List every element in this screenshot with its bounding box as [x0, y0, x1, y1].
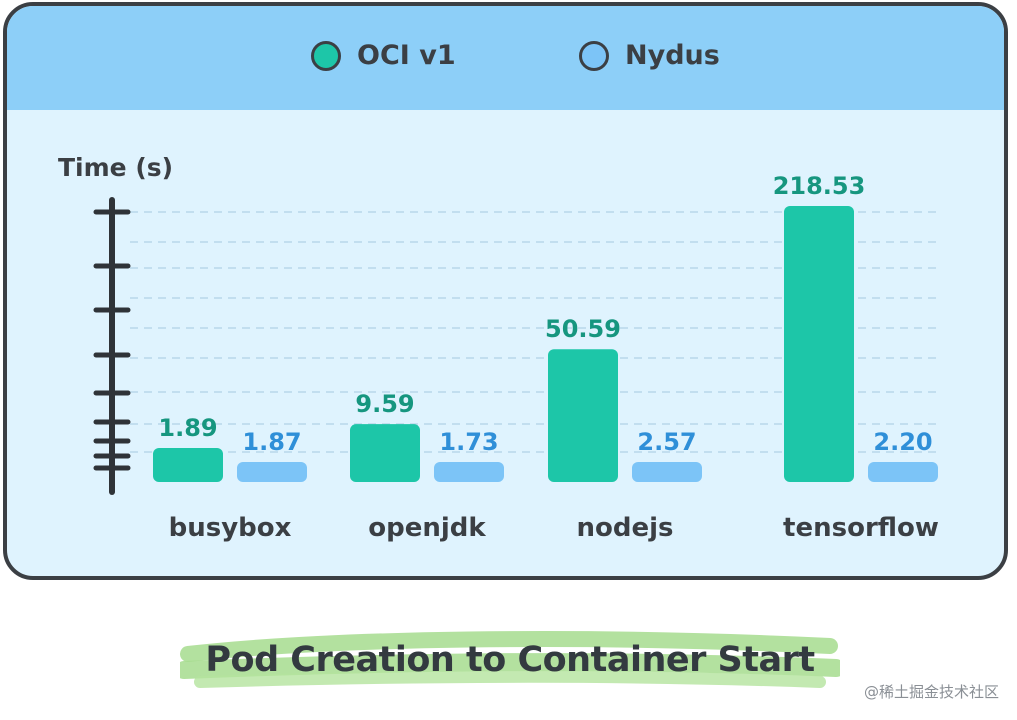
bar-nydus-openjdk: [434, 462, 504, 482]
watermark: @稀土掘金技术社区: [863, 683, 999, 701]
legend-swatch-oci: [311, 40, 341, 71]
legend-band: OCI v1 Nydus: [7, 6, 1004, 110]
x-tick-label-busybox: busybox: [169, 513, 292, 543]
bar-chart: Time (s) 1.89 1.87 busybox 9.59 1.73 openjdk 50…: [58, 153, 940, 543]
data-label: 2.20: [873, 428, 932, 456]
bar-oci-v1-nodejs: [548, 349, 618, 482]
data-label: 50.59: [545, 315, 621, 343]
bar-nydus-busybox: [237, 462, 307, 482]
data-label: 1.89: [158, 414, 217, 442]
x-tick-label-openjdk: openjdk: [368, 513, 486, 543]
chart-title: Pod Creation to Container Start: [205, 640, 815, 680]
legend-swatch-nydus: [579, 40, 609, 71]
title-highlight-scribble: [180, 631, 840, 688]
data-label: 1.87: [242, 428, 301, 456]
bar-nydus-tensorflow: [868, 462, 938, 482]
legend-label-nydus: Nydus: [625, 40, 720, 71]
bar-oci-v1-tensorflow: [784, 206, 854, 482]
x-tick-label-tensorflow: tensorflow: [783, 513, 939, 543]
legend-label-oci: OCI v1: [357, 40, 456, 71]
data-label: 9.59: [355, 390, 414, 418]
bar-nydus-nodejs: [632, 462, 702, 482]
chart-title-area: Pod Creation to Container Start: [180, 618, 840, 698]
data-label: 2.57: [637, 428, 696, 456]
x-tick-label-nodejs: nodejs: [576, 513, 673, 543]
y-axis-label: Time (s): [58, 153, 173, 182]
bar-oci-v1-busybox: [153, 448, 223, 482]
data-label: 1.73: [439, 428, 498, 456]
legend-item-oci: OCI v1: [311, 40, 456, 71]
bar-oci-v1-openjdk: [350, 424, 420, 482]
data-label: 218.53: [773, 172, 866, 200]
legend-item-nydus: Nydus: [579, 40, 720, 71]
